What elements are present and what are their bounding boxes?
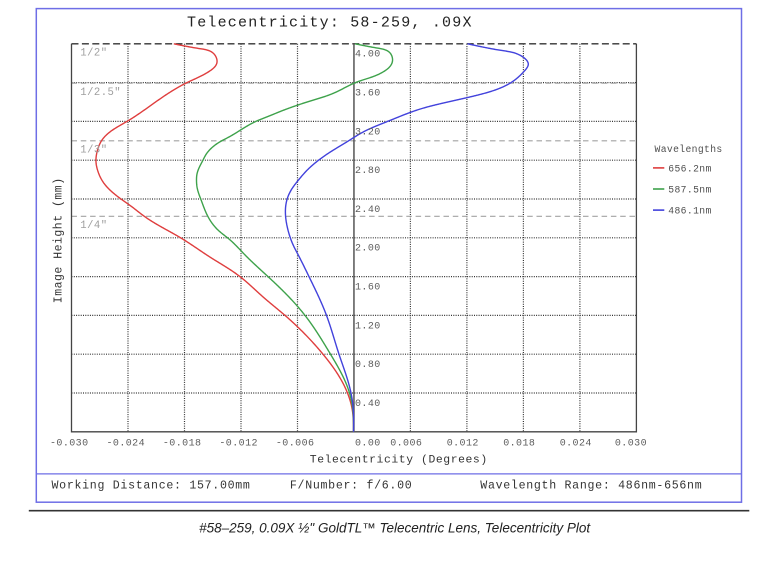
svg-text:1/2": 1/2": [80, 47, 107, 59]
svg-text:-0.012: -0.012: [219, 438, 258, 449]
svg-text:0.40: 0.40: [355, 399, 381, 410]
svg-text:Wavelength Range: 486nm-656nm: Wavelength Range: 486nm-656nm: [480, 480, 702, 493]
svg-text:1.20: 1.20: [355, 321, 381, 332]
svg-text:587.5nm: 587.5nm: [668, 184, 711, 195]
svg-text:Working Distance: 157.00mm: Working Distance: 157.00mm: [52, 480, 251, 493]
svg-text:F/Number: f/6.00: F/Number: f/6.00: [290, 480, 413, 493]
svg-text:0.012: 0.012: [447, 438, 479, 449]
svg-text:0.006: 0.006: [390, 438, 422, 449]
svg-text:-0.024: -0.024: [107, 438, 146, 449]
svg-text:3.20: 3.20: [355, 127, 381, 138]
svg-text:#58–259, 0.09X ½" GoldTL™ Tele: #58–259, 0.09X ½" GoldTL™ Telecentric Le…: [199, 521, 591, 536]
svg-text:4.00: 4.00: [355, 50, 381, 61]
svg-text:0.018: 0.018: [503, 438, 535, 449]
svg-text:1/3": 1/3": [80, 144, 107, 156]
svg-text:Telecentricity (Degrees): Telecentricity (Degrees): [310, 455, 488, 467]
svg-text:Telecentricity: 58-259, .09X: Telecentricity: 58-259, .09X: [187, 15, 473, 32]
svg-text:0.00: 0.00: [355, 438, 381, 449]
svg-text:Image Height (mm): Image Height (mm): [52, 177, 65, 303]
svg-text:-0.018: -0.018: [163, 438, 202, 449]
svg-text:656.2nm: 656.2nm: [668, 163, 711, 174]
svg-text:3.60: 3.60: [355, 89, 381, 100]
svg-text:1.60: 1.60: [355, 283, 381, 294]
svg-text:0.024: 0.024: [560, 438, 592, 449]
svg-text:1/2.5": 1/2.5": [80, 87, 121, 99]
svg-text:0.80: 0.80: [355, 360, 381, 371]
svg-text:0.030: 0.030: [615, 438, 647, 449]
svg-text:2.80: 2.80: [355, 166, 381, 177]
svg-text:Wavelengths: Wavelengths: [655, 144, 723, 155]
svg-text:486.1nm: 486.1nm: [668, 205, 711, 216]
svg-text:1/4": 1/4": [80, 220, 107, 232]
svg-text:-0.030: -0.030: [50, 438, 89, 449]
svg-text:2.00: 2.00: [355, 244, 381, 255]
svg-text:-0.006: -0.006: [276, 438, 315, 449]
svg-text:2.40: 2.40: [355, 205, 381, 216]
